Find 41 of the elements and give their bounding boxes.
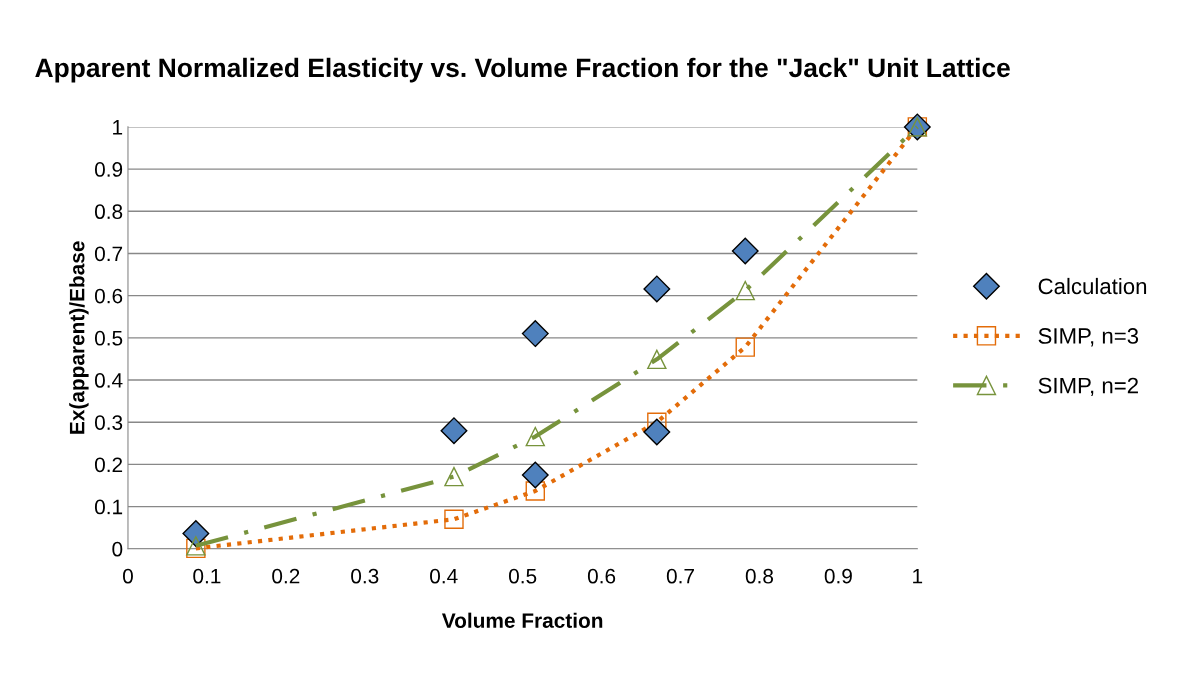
x-axis-title: Volume Fraction — [441, 612, 603, 628]
point — [647, 349, 667, 370]
point — [521, 320, 549, 348]
y-tick-label: 0.8 — [94, 204, 123, 220]
legend-label: SIMP, n=2 — [1038, 377, 1138, 397]
point — [643, 275, 671, 303]
y-tick-label: 0.1 — [94, 499, 123, 515]
x-tick-label: 0 — [122, 568, 133, 584]
point — [440, 417, 468, 445]
point — [735, 337, 755, 357]
legend-label: Calculation — [1038, 277, 1147, 295]
y-tick-label: 0.4 — [94, 373, 123, 388]
x-tick-label: 0.4 — [430, 568, 458, 584]
point — [525, 426, 546, 447]
chart-title: Apparent Normalized Elasticity vs. Volume Fraction for the "Jack" Unit Lattice — [35, 57, 1010, 83]
x-tick-label: 0.9 — [824, 568, 852, 584]
y-tick-label: 0.6 — [94, 288, 123, 304]
x-tick-label: 0.5 — [508, 568, 537, 584]
y-tick-label: 0.7 — [94, 246, 123, 262]
x-tick-label: 0.1 — [193, 568, 221, 584]
point — [643, 418, 671, 446]
y-axis-title: Ex(apparent)/Ebase — [69, 241, 89, 434]
point — [521, 461, 549, 489]
x-tick-label: 0.6 — [587, 568, 616, 584]
x-tick-label: 0.2 — [272, 568, 300, 584]
y-tick-label: 0 — [112, 541, 123, 557]
y-tick-label: 0.3 — [94, 415, 123, 430]
x-tick-label: 0.3 — [351, 568, 379, 584]
point — [735, 280, 755, 301]
legend-label: SIMP, n=3 — [1038, 328, 1139, 347]
point — [731, 237, 759, 265]
y-tick-label: 0.5 — [94, 330, 123, 346]
x-tick-label: 1 — [913, 568, 923, 584]
x-tick-label: 0.8 — [745, 568, 774, 584]
x-tick-label: 0.7 — [666, 568, 694, 584]
point — [444, 509, 464, 529]
y-tick-label: 0.2 — [94, 457, 123, 473]
y-tick-label: 1 — [113, 120, 123, 135]
y-tick-label: 0.9 — [94, 162, 123, 177]
point — [444, 466, 464, 487]
point — [182, 520, 210, 548]
